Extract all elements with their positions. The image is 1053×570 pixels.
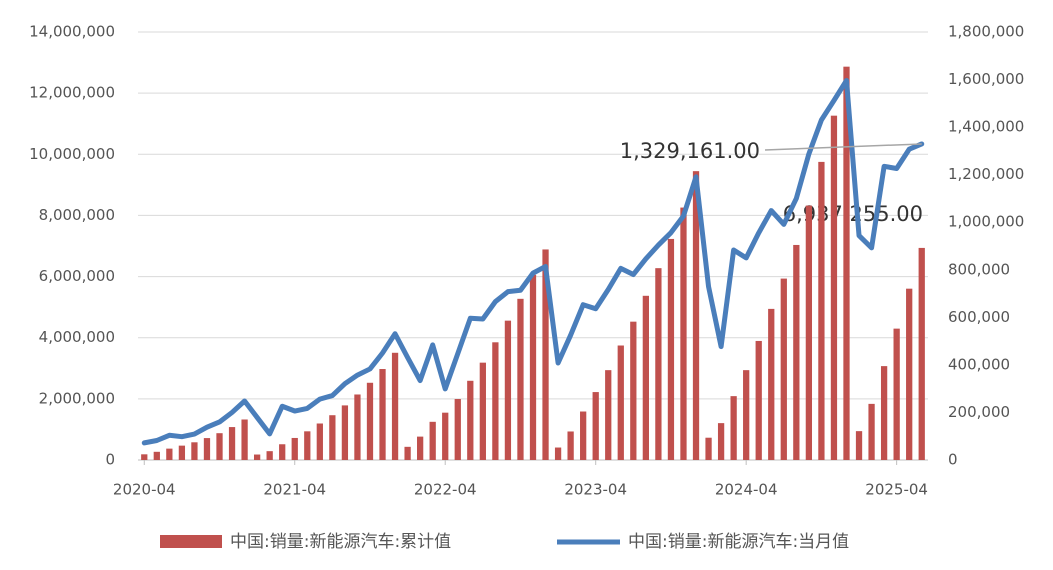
bar <box>755 340 762 460</box>
x-tick-label: 2025-04 <box>865 481 928 499</box>
annotation: 1,329,161.00 <box>620 139 760 163</box>
bar <box>203 438 211 460</box>
bar <box>178 445 186 460</box>
legend-swatch <box>160 535 222 548</box>
bar <box>805 205 813 460</box>
bar <box>529 274 537 460</box>
y-tick-label: 12,000,000 <box>29 84 115 102</box>
bar <box>580 411 587 460</box>
bar <box>492 342 499 460</box>
bar <box>241 419 248 460</box>
x-tick-label: 2023-04 <box>564 481 627 499</box>
y-tick-label: 6,000,000 <box>39 267 115 285</box>
bar <box>630 321 637 460</box>
y2-tick-label: 200,000 <box>948 403 1010 421</box>
line <box>141 78 925 446</box>
x-tick-label: 2020-04 <box>113 481 176 499</box>
bar <box>793 244 800 460</box>
legend-label: 中国:销量:新能源汽车:当月值 <box>628 532 849 552</box>
y2-tick-label: 1,400,000 <box>948 118 1024 136</box>
y2-tick-label: 1,200,000 <box>948 165 1024 183</box>
bar <box>216 433 223 460</box>
bar <box>442 412 449 460</box>
bar <box>354 394 361 460</box>
bar <box>554 447 562 460</box>
x-tick-label: 2022-04 <box>414 481 477 499</box>
y2-tick-label: 1,000,000 <box>948 213 1024 231</box>
y2-tick-label: 400,000 <box>948 355 1010 373</box>
bar <box>655 268 662 460</box>
bar <box>391 352 399 460</box>
legend-label: 中国:销量:新能源汽车:累计值 <box>230 532 451 552</box>
bar <box>567 431 574 460</box>
leader-line <box>764 143 922 151</box>
bar <box>253 454 261 460</box>
bar <box>379 369 386 460</box>
bar <box>667 238 675 460</box>
bar <box>680 207 687 460</box>
bar <box>843 66 850 460</box>
bar <box>467 380 474 460</box>
bar <box>918 247 925 460</box>
bar <box>279 444 286 460</box>
bar <box>191 442 198 460</box>
bar <box>291 437 298 460</box>
annotation: 6,937,255.00 <box>783 202 923 226</box>
y-tick-label: 0 <box>105 451 115 469</box>
x-tick-label: 2024-04 <box>715 481 778 499</box>
y-tick-label: 10,000,000 <box>29 145 115 163</box>
y2-tick-label: 1,600,000 <box>948 70 1024 88</box>
bar <box>780 278 787 460</box>
bar <box>818 161 825 460</box>
bar <box>417 436 424 460</box>
bar <box>517 298 524 460</box>
bar <box>868 403 875 460</box>
y2-tick-label: 800,000 <box>948 260 1010 278</box>
y-tick-label: 2,000,000 <box>39 389 115 407</box>
bar <box>855 431 863 460</box>
bar <box>730 396 737 460</box>
bar <box>141 454 148 460</box>
bar <box>880 366 888 460</box>
bar <box>429 421 436 460</box>
bar <box>592 392 599 460</box>
bar <box>304 431 311 460</box>
bar <box>705 437 712 460</box>
bar <box>893 328 900 460</box>
bar <box>542 249 549 460</box>
bar <box>717 423 725 460</box>
bar <box>768 308 775 460</box>
y2-tick-label: 1,800,000 <box>948 23 1024 41</box>
y-tick-label: 14,000,000 <box>29 23 115 41</box>
y2-tick-label: 0 <box>948 451 958 469</box>
bar <box>479 362 486 460</box>
bar <box>504 320 512 460</box>
bar <box>830 115 838 460</box>
bar <box>404 446 411 460</box>
bar <box>906 288 913 460</box>
bar <box>454 399 461 460</box>
bar <box>341 405 349 460</box>
y-tick-label: 8,000,000 <box>39 206 115 224</box>
bar <box>743 370 750 460</box>
bar <box>266 451 273 460</box>
bar <box>153 451 160 460</box>
bar <box>642 295 649 460</box>
bar <box>228 427 236 460</box>
bar <box>692 171 700 461</box>
bar <box>166 448 173 460</box>
bar <box>316 423 323 460</box>
bar <box>605 370 612 460</box>
y-tick-label: 4,000,000 <box>39 328 115 346</box>
y2-tick-label: 600,000 <box>948 308 1010 326</box>
bar <box>617 345 624 460</box>
bar <box>366 382 374 460</box>
bar <box>329 415 336 460</box>
x-tick-label: 2021-04 <box>263 481 326 499</box>
